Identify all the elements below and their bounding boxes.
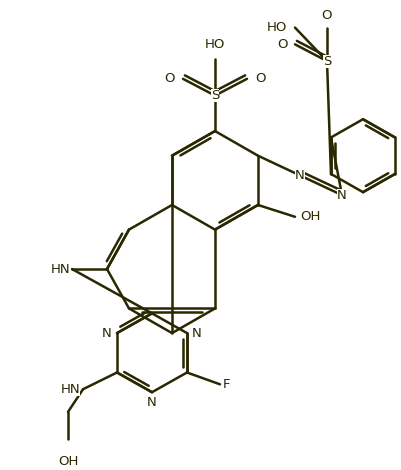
Text: F: F [223, 378, 230, 391]
Text: N: N [192, 327, 201, 340]
Text: N: N [102, 327, 112, 340]
Text: N: N [294, 169, 304, 182]
Text: OH: OH [299, 210, 320, 223]
Text: OH: OH [58, 455, 78, 468]
Text: S: S [210, 89, 219, 102]
Text: HO: HO [204, 38, 225, 51]
Text: O: O [321, 8, 331, 22]
Text: O: O [277, 38, 287, 51]
Text: HN: HN [50, 263, 70, 275]
Text: HO: HO [266, 21, 286, 34]
Text: O: O [164, 72, 174, 86]
Text: HN: HN [60, 383, 80, 396]
Text: O: O [254, 72, 265, 86]
Text: N: N [336, 188, 346, 202]
Text: S: S [322, 55, 330, 68]
Text: N: N [147, 396, 156, 409]
